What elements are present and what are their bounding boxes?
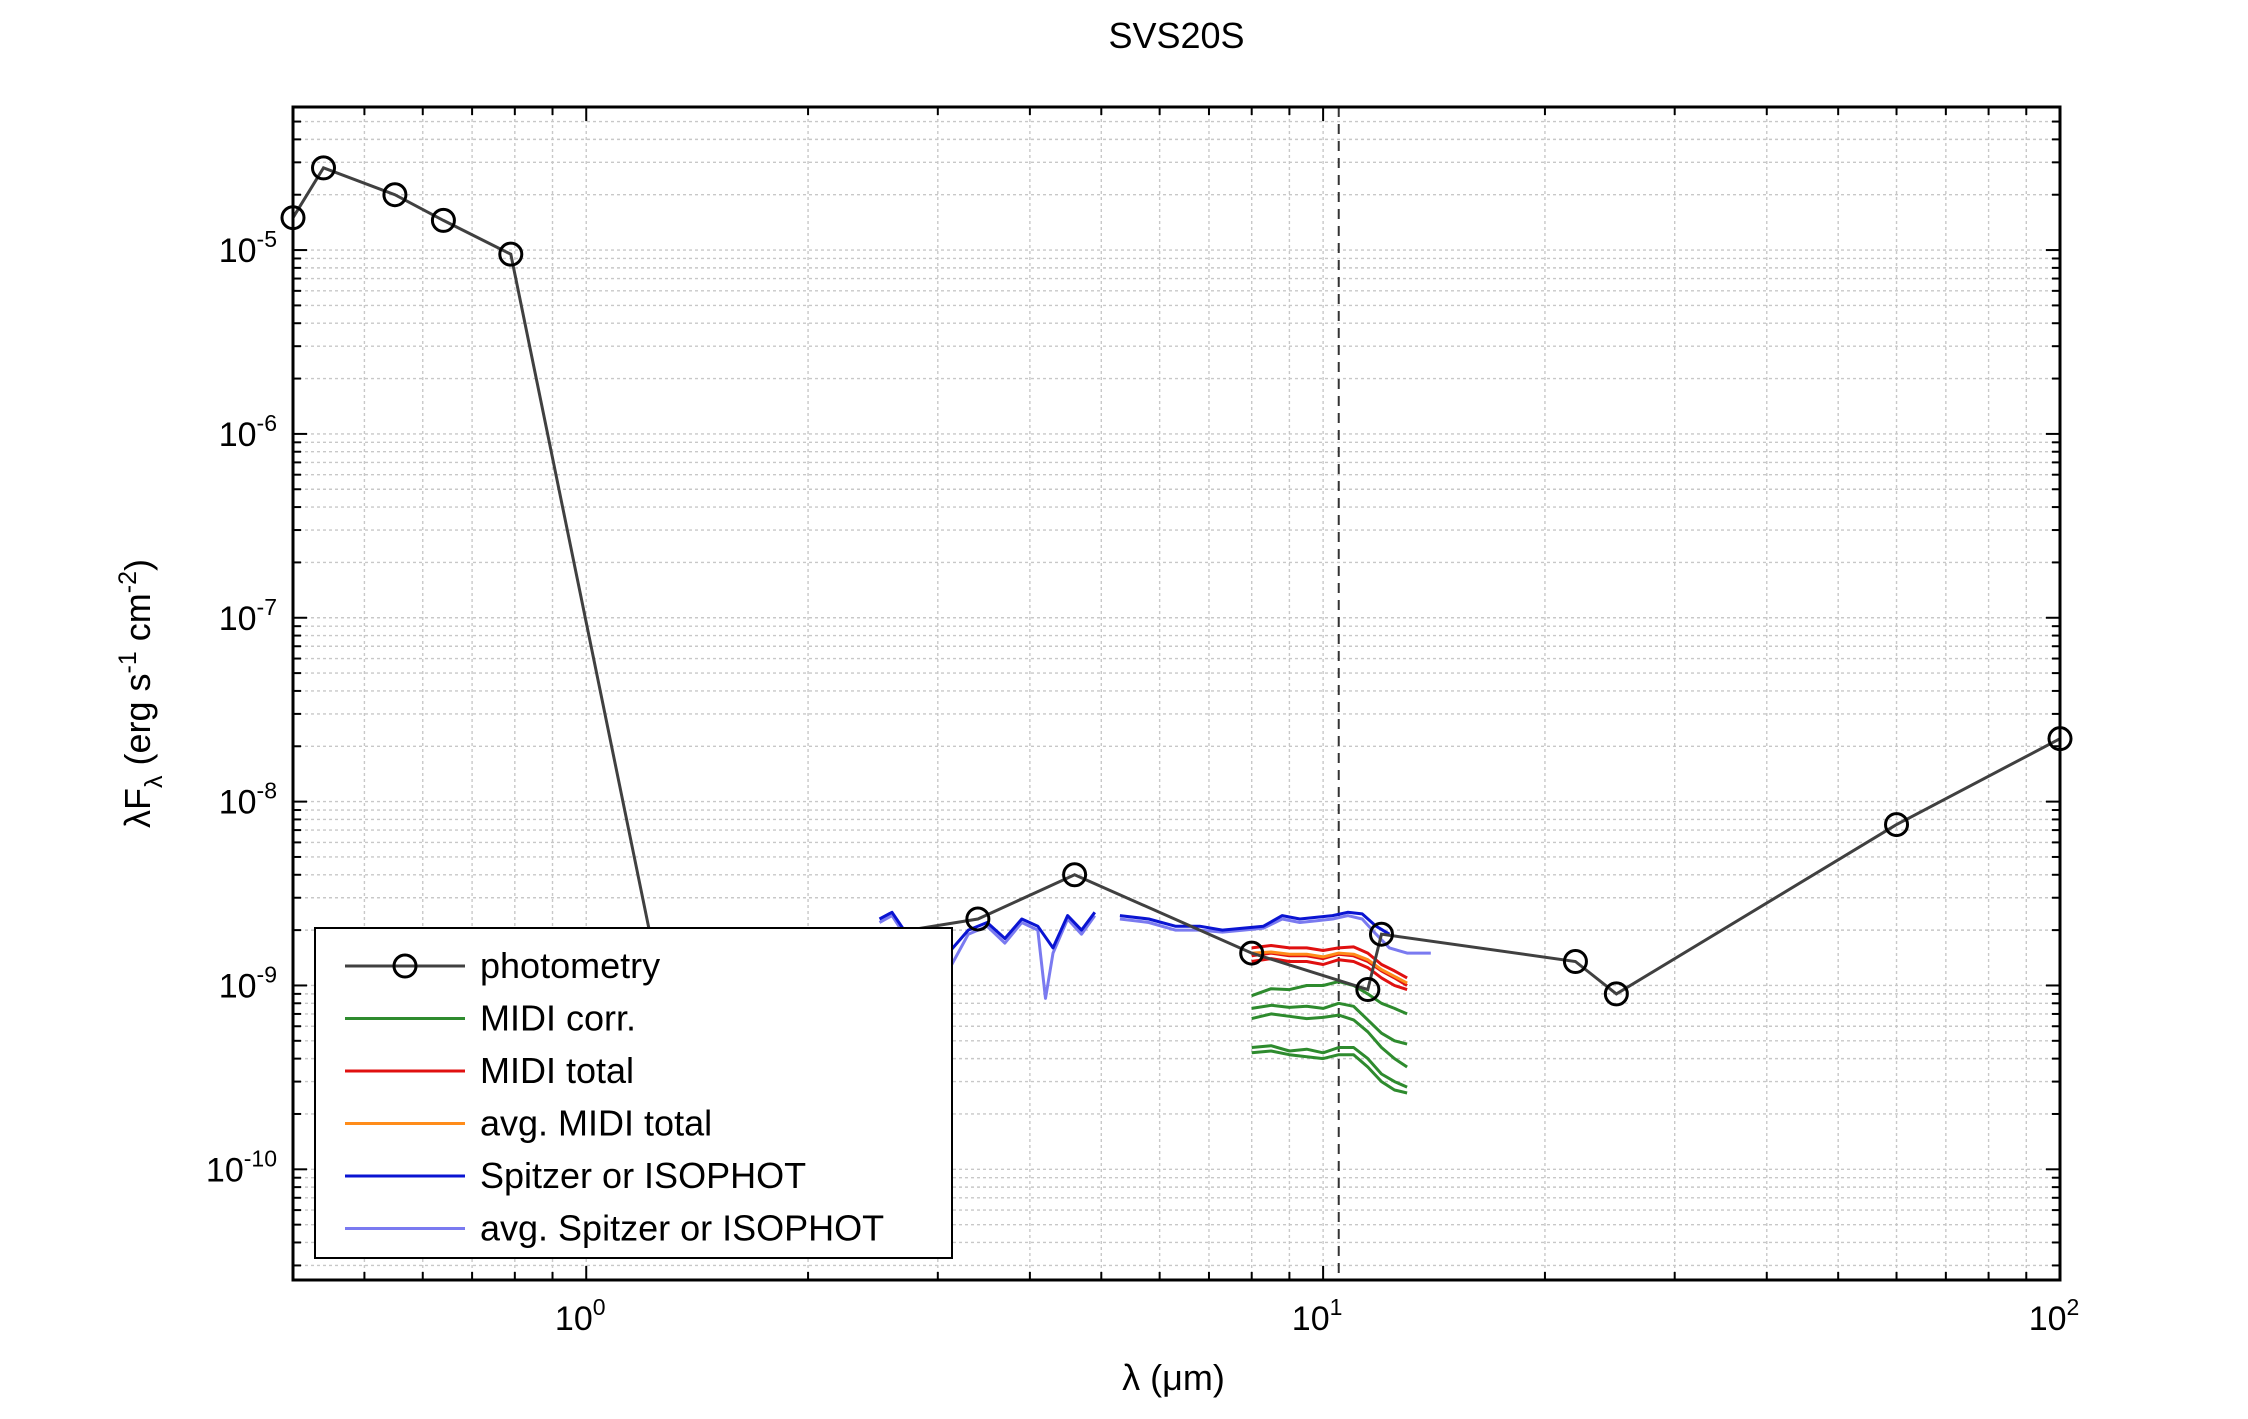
axis-ticks: 100 101 102 10-10 10-9 10-8 10-7 10-6 10-5 (206, 107, 2079, 1338)
photometry-point (1062, 862, 1088, 888)
avg-midi-total-curve (1251, 950, 1408, 985)
midi-corr-curve (1251, 1012, 1408, 1069)
y-tick-label: 10-7 (219, 594, 277, 638)
photometry-point (1884, 812, 1910, 838)
legend-label-midi-corr: MIDI corr. (480, 998, 636, 1039)
photometry-point (430, 207, 456, 233)
photometry-point (311, 155, 337, 181)
spitzer-or-isophot-curve (1119, 910, 1391, 936)
x-axis-title: λ (μm) (1122, 1357, 1225, 1398)
legend-label-avg-spitzer-or-isophot: avg. Spitzer or ISOPHOT (480, 1208, 884, 1249)
photometry-point (1368, 921, 1394, 947)
midi-corr-curve (1251, 1044, 1408, 1089)
plot-frame (291, 105, 2062, 1282)
midi-total-curve (1251, 944, 1408, 980)
photometry-line (291, 166, 2061, 996)
y-tick-label: 10-10 (206, 1145, 277, 1189)
midi-corr-curve (1251, 1049, 1408, 1095)
photometry-point (1239, 940, 1265, 966)
y-axis-title: λFλ (erg s-1 cm-2) (114, 559, 168, 828)
x-tick-label: 100 (555, 1294, 606, 1338)
series-avg-midi-total (1251, 950, 1408, 985)
legend-label-spitzer-or-isophot: Spitzer or ISOPHOT (480, 1155, 806, 1196)
photometry-point (382, 182, 408, 208)
midi-total-curve (1251, 957, 1408, 992)
legend-label-photometry: photometry (480, 945, 660, 986)
legend-box (314, 927, 953, 1259)
photometry-point (1562, 948, 1588, 974)
x-tick-label: 101 (1292, 1294, 1343, 1338)
legend-marker-photometry (392, 953, 418, 979)
photometry-point (498, 241, 524, 267)
legend-label-avg-midi-total: avg. MIDI total (480, 1103, 712, 1144)
y-tick-label: 10-9 (219, 961, 277, 1005)
chart-title: SVS20S (1108, 15, 1244, 56)
legend-label-midi-total: MIDI total (480, 1050, 634, 1091)
midi-corr-curve (1251, 1001, 1408, 1046)
photometry-point (965, 906, 991, 932)
photometry-point (1355, 977, 1381, 1003)
y-tick-label: 10-8 (219, 778, 277, 822)
photometry-point (1603, 981, 1629, 1007)
y-axis-title-group: λFλ (erg s-1 cm-2) (114, 559, 168, 828)
legend: photometry MIDI corr. MIDI total avg. MIDI … (314, 927, 953, 1259)
y-tick-label: 10-6 (219, 410, 277, 454)
y-tick-label: 10-5 (219, 226, 277, 270)
x-tick-label: 102 (2029, 1294, 2080, 1338)
